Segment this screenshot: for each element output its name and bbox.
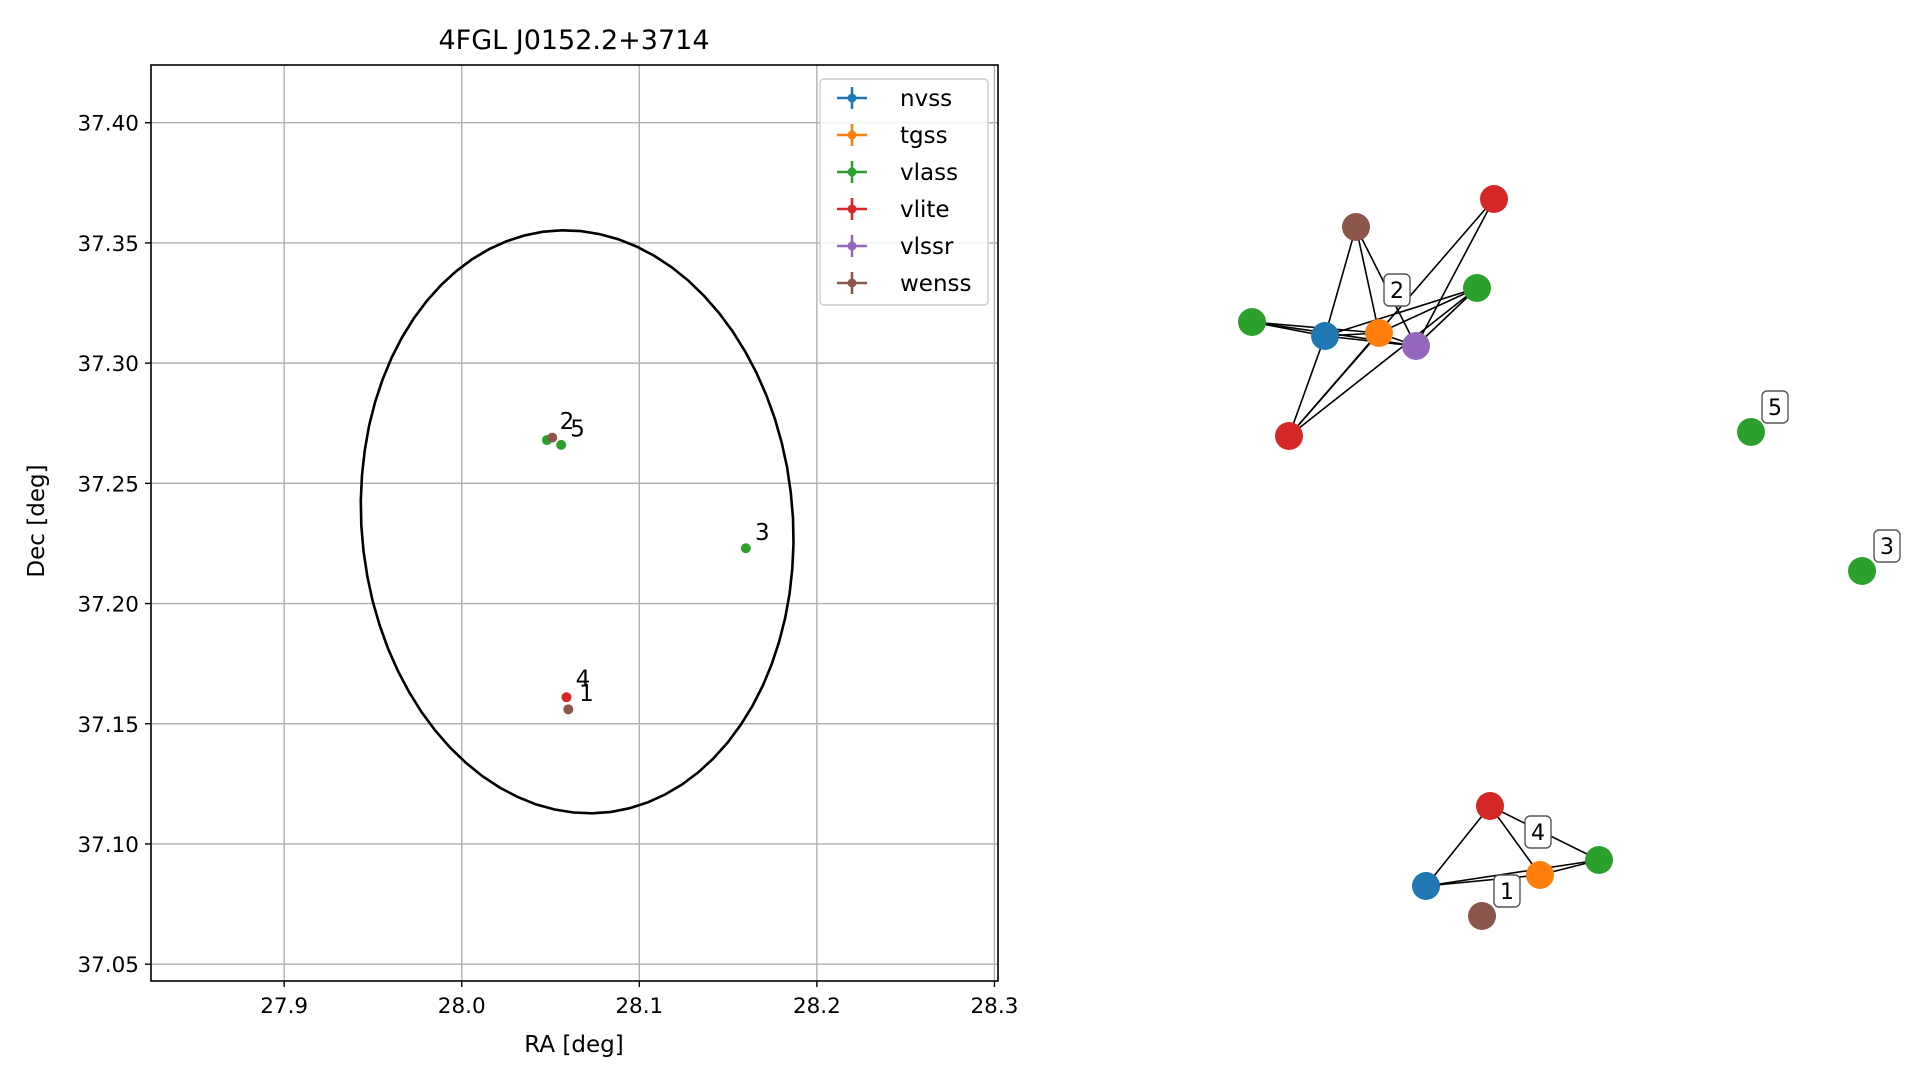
network-edge: [1415, 198, 1495, 347]
network-node: [1402, 332, 1430, 360]
network-node: [1476, 792, 1504, 820]
network-edge: [1425, 859, 1600, 887]
x-tick-label: 28.3: [971, 994, 1019, 1019]
axis-ticks: 27.9 28.0 28.1 28.2 28.3 37.05 37.10 37.15 37.20…: [77, 112, 1018, 1019]
scatter-panel: 4FGL J0152.2+3714 25 3 41 27.9 28.0 28.1 28.2…: [24, 25, 1018, 1058]
legend-marker: [847, 93, 857, 103]
legend-marker: [847, 167, 857, 177]
legend-item-vlite: vlite: [837, 197, 950, 223]
network-node: [1238, 308, 1266, 336]
network-panel: 2 5 3 4 1: [1238, 185, 1901, 930]
network-labels: 2 5 3 4 1: [1383, 273, 1901, 908]
network-label: 2: [1383, 273, 1411, 307]
network-label: 5: [1761, 390, 1789, 424]
network-label: 1: [1493, 874, 1521, 908]
legend-marker: [847, 278, 857, 288]
chart-title: 4FGL J0152.2+3714: [438, 25, 709, 56]
network-edges: [1251, 198, 1600, 887]
legend-label: vlssr: [900, 234, 954, 260]
network-node: [1468, 902, 1496, 930]
point-wenss: [547, 432, 558, 443]
point-annotation: 4: [576, 666, 591, 692]
legend-label: vlite: [900, 197, 950, 223]
network-node: [1848, 557, 1876, 585]
legend-label: vlass: [900, 160, 958, 186]
network-node: [1526, 861, 1554, 889]
network-edge: [1288, 287, 1478, 437]
network-edge: [1288, 332, 1380, 437]
scatter-points: [541, 432, 751, 715]
network-label-box: [1873, 529, 1901, 563]
network-node: [1365, 319, 1393, 347]
error-ellipse: [359, 228, 795, 815]
plot-frame: [150, 64, 999, 982]
point-vlass: [740, 543, 751, 554]
network-node: [1342, 213, 1370, 241]
network-label-box: [1524, 815, 1552, 849]
network-node: [1585, 846, 1613, 874]
network-node: [1412, 872, 1440, 900]
y-tick-label: 37.15: [77, 713, 139, 738]
network-label: 4: [1524, 815, 1552, 849]
legend-item-vlssr: vlssr: [837, 234, 954, 260]
network-edge: [1425, 874, 1541, 887]
network-label-text: 1: [1500, 880, 1514, 905]
network-edge: [1425, 805, 1491, 887]
point-annotation: 3: [755, 520, 770, 546]
x-tick-label: 27.9: [260, 994, 308, 1019]
network-edge: [1489, 805, 1541, 876]
network-edge: [1415, 287, 1478, 347]
network-label-box: [1383, 273, 1411, 307]
point-wenss: [563, 704, 574, 715]
x-axis-title: RA [deg]: [524, 1032, 623, 1058]
legend-item-nvss: nvss: [837, 86, 952, 112]
network-label-text: 2: [1390, 279, 1404, 304]
point-annotations: 25 3 41: [560, 409, 770, 707]
network-label-text: 5: [1768, 396, 1782, 421]
x-tick-label: 28.0: [438, 994, 486, 1019]
network-label-box: [1493, 874, 1521, 908]
network-edge: [1324, 287, 1478, 337]
network-label: 3: [1873, 529, 1901, 563]
point-annotation: 1: [579, 681, 594, 707]
network-node: [1311, 322, 1339, 350]
y-tick-label: 37.10: [77, 833, 139, 858]
network-node: [1737, 418, 1765, 446]
legend-item-tgss: tgss: [837, 123, 948, 149]
point-vlass: [556, 439, 567, 450]
network-edge: [1355, 226, 1380, 334]
y-tick-label: 37.40: [77, 112, 139, 137]
legend-label: tgss: [900, 123, 948, 149]
network-node: [1463, 274, 1491, 302]
y-tick-label: 37.35: [77, 232, 139, 257]
legend-marker: [847, 130, 857, 140]
network-nodes: [1238, 185, 1876, 930]
network-label-box: [1761, 390, 1789, 424]
point-vlite: [561, 692, 572, 703]
network-node: [1480, 185, 1508, 213]
network-label-text: 3: [1880, 535, 1894, 560]
y-tick-label: 37.25: [77, 472, 139, 497]
legend-item-vlass: vlass: [837, 160, 958, 186]
network-edge: [1378, 287, 1478, 334]
x-tick-label: 28.1: [615, 994, 663, 1019]
point-annotation: 2: [560, 409, 575, 435]
y-axis-title: Dec [deg]: [24, 464, 50, 577]
y-tick-label: 37.30: [77, 352, 139, 377]
legend-marker: [847, 241, 857, 251]
point-annotation: 5: [570, 416, 585, 442]
legend: nvss tgss vlass vlite vlssr wenss: [819, 78, 989, 306]
y-tick-label: 37.20: [77, 593, 139, 618]
network-label-text: 4: [1531, 821, 1545, 846]
x-tick-label: 28.2: [793, 994, 841, 1019]
network-edge: [1288, 335, 1326, 437]
legend-marker: [847, 204, 857, 214]
legend-label: nvss: [900, 86, 952, 112]
network-edge: [1324, 226, 1357, 337]
legend-item-wenss: wenss: [837, 271, 972, 297]
y-tick-label: 37.05: [77, 953, 139, 978]
network-node: [1275, 422, 1303, 450]
legend-label: wenss: [900, 271, 972, 297]
